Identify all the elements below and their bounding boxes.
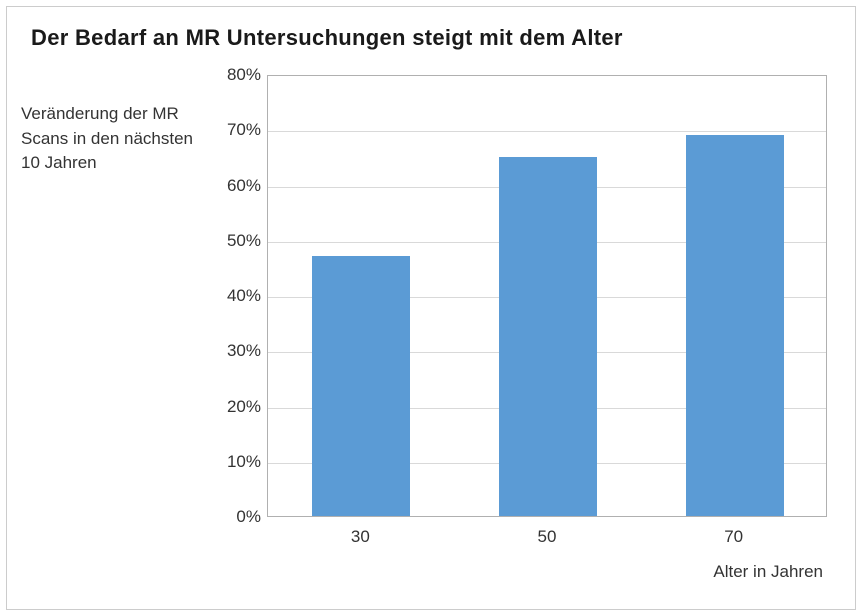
- gridline: [268, 131, 826, 132]
- bar: [312, 256, 410, 516]
- bar: [499, 157, 597, 516]
- x-tick-label: 50: [538, 527, 557, 547]
- chart-title: Der Bedarf an MR Untersuchungen steigt m…: [31, 25, 623, 51]
- bar: [686, 135, 784, 516]
- x-tick-label: 30: [351, 527, 370, 547]
- y-tick-label: 70%: [201, 120, 261, 140]
- y-tick-label: 50%: [201, 231, 261, 251]
- y-tick-label: 80%: [201, 65, 261, 85]
- y-tick-label: 60%: [201, 176, 261, 196]
- y-tick-label: 20%: [201, 397, 261, 417]
- y-axis-label: Veränderung der MR Scans in den nächsten…: [21, 102, 196, 176]
- x-axis-label: Alter in Jahren: [713, 562, 823, 582]
- y-tick-label: 40%: [201, 286, 261, 306]
- y-tick-label: 0%: [201, 507, 261, 527]
- chart-container: Der Bedarf an MR Untersuchungen steigt m…: [6, 6, 856, 610]
- y-tick-label: 10%: [201, 452, 261, 472]
- plot-area: [267, 75, 827, 517]
- y-tick-label: 30%: [201, 341, 261, 361]
- x-tick-label: 70: [724, 527, 743, 547]
